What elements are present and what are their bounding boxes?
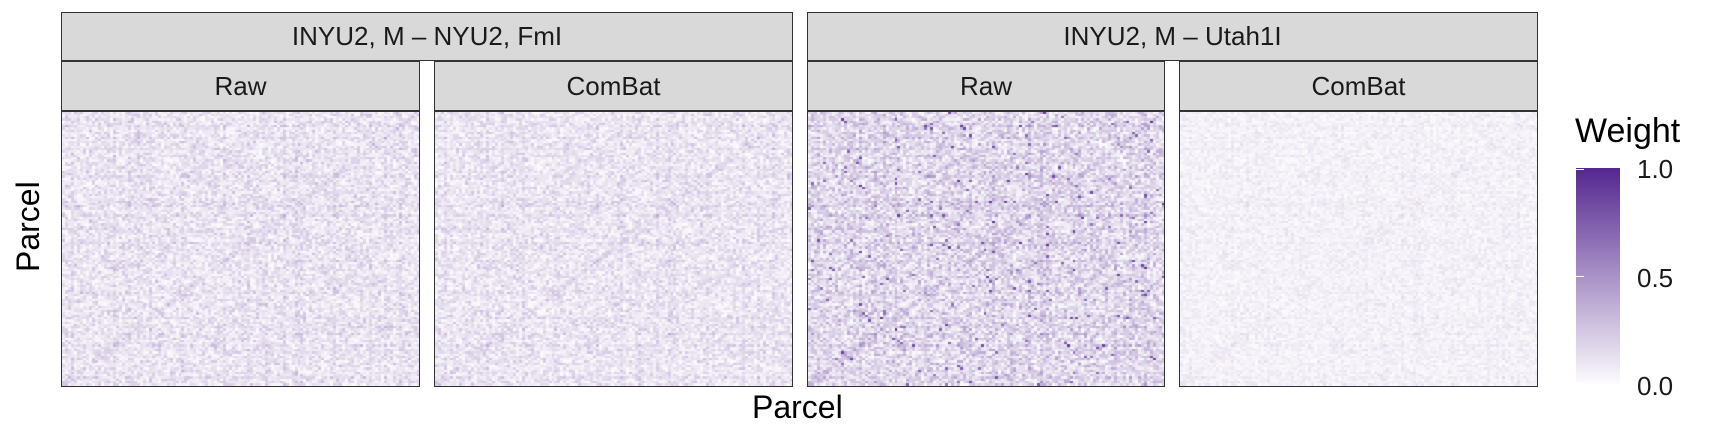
heatmap-canvas-2 (435, 112, 792, 386)
heatmap-canvas-1 (62, 112, 419, 386)
panel-strip-combat-1: ComBat (434, 61, 793, 111)
legend-title: Weight (1575, 112, 1681, 150)
heatmap-canvas-3 (808, 112, 1164, 386)
facet-strip-nyu2-fml: INYU2, M – NYU2, FmI (61, 12, 793, 61)
x-axis-title: Parcel (752, 389, 843, 425)
heatmap-panel-3 (807, 111, 1165, 387)
legend-tick-mark-min (1576, 383, 1584, 384)
y-axis-title: Parcel (10, 181, 46, 272)
legend-tick-label-max: 1.0 (1637, 154, 1674, 184)
panel-strip-raw-1: Raw (61, 61, 420, 111)
legend-tick-label-min: 0.0 (1637, 371, 1674, 401)
heatmap-panel-2 (434, 111, 793, 387)
facet-strip-utah1: INYU2, M – Utah1I (807, 12, 1538, 61)
heatmap-canvas-4 (1180, 112, 1537, 386)
heatmap-panel-4 (1179, 111, 1538, 387)
legend-tick-label-mid: 0.5 (1637, 263, 1674, 293)
legend-tick-mark-max (1576, 169, 1584, 170)
panel-strip-combat-2: ComBat (1179, 61, 1538, 111)
heatmap-panel-1 (61, 111, 420, 387)
legend-tick-mark-mid (1576, 276, 1584, 277)
panel-strip-raw-2: Raw (807, 61, 1165, 111)
